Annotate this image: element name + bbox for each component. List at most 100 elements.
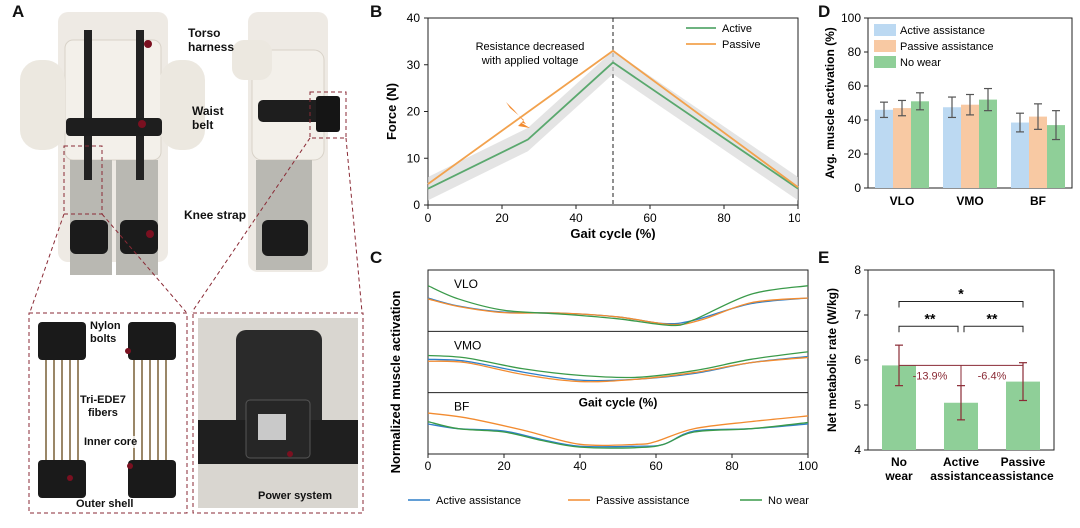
- legend-swatch: [874, 40, 896, 52]
- bar: [943, 107, 961, 188]
- curve-vlo-passive-assistance: [427, 297, 809, 326]
- bar: [911, 101, 929, 188]
- force-chart: 020406080100010203040Gait cycle (%)Force…: [384, 11, 800, 240]
- y-tick-label: 5: [854, 398, 861, 412]
- x-tick-label: 80: [717, 211, 731, 225]
- category-label: VMO: [956, 194, 983, 208]
- annotation-text: with applied voltage: [481, 55, 579, 67]
- callout-torso-harness: Torso harness: [188, 26, 234, 54]
- x-tick-label: 80: [725, 459, 739, 473]
- exosuit-photos: [20, 12, 364, 514]
- x-axis-label: Gait cycle (%): [570, 226, 655, 240]
- panel-label-e: E: [818, 248, 830, 267]
- y-tick-label: 40: [407, 11, 421, 25]
- legend-label: Active: [722, 23, 752, 35]
- callout-text: harness: [188, 40, 235, 54]
- y-tick-label: 100: [841, 11, 861, 25]
- row-label-bf: BF: [454, 400, 469, 414]
- muscle-activation-chart: VLO VMO BF 0 20 40 60 80 100 Gait cycle (%) Normal…: [388, 269, 818, 507]
- significance-bracket: [963, 325, 1024, 333]
- callout-text: Tri-EDE7: [80, 394, 126, 406]
- legend-label: Passive: [722, 39, 761, 51]
- avg-activation-chart: 0 20 40 60 80 100 Avg. muscle activation (%) VL…: [823, 11, 1073, 208]
- significance-marker: *: [958, 286, 964, 302]
- panel-label-b: B: [370, 2, 383, 21]
- curve-vmo-passive-assistance: [427, 356, 809, 383]
- legend-swatch: [874, 56, 896, 68]
- y-tick-label: 0: [854, 181, 861, 195]
- side-view-person: [232, 12, 340, 272]
- callout-waist-belt: Waist belt: [192, 104, 224, 132]
- x-tick-label: 100: [798, 459, 818, 473]
- annotation-text: Resistance decreased: [476, 41, 585, 53]
- legend-label: Passive assistance: [596, 495, 690, 507]
- bar: [875, 109, 893, 188]
- category-label: VLO: [890, 194, 915, 208]
- category-label: assistance: [930, 469, 992, 483]
- legend-label: No wear: [900, 57, 941, 69]
- curve-vlo-no-wear: [427, 285, 809, 327]
- x-tick-label: 20: [497, 459, 511, 473]
- significance-marker: **: [987, 310, 998, 326]
- row-label-vmo: VMO: [454, 338, 481, 352]
- y-axis-label: Normalized muscle activation: [388, 291, 403, 474]
- curve-bf-no-wear: [427, 420, 809, 449]
- x-tick-label: 0: [425, 211, 432, 225]
- callout-outer-shell: Outer shell: [76, 498, 134, 510]
- x-tick-label: 60: [643, 211, 657, 225]
- callout-text: Torso: [188, 26, 221, 40]
- x-tick-label: 0: [425, 459, 432, 473]
- front-view-person: [20, 12, 205, 275]
- legend-label: Active assistance: [900, 25, 985, 37]
- y-axis-label: Net metabolic rate (W/kg): [825, 288, 839, 432]
- decrease-arrow-icon: [506, 102, 530, 128]
- y-tick-label: 60: [848, 79, 862, 93]
- y-axis-label: Force (N): [384, 83, 399, 140]
- category-label: Passive: [1001, 455, 1046, 469]
- callout-text: fibers: [87, 407, 118, 419]
- bar: [1047, 125, 1065, 188]
- bar: [979, 99, 997, 188]
- y-tick-label: 20: [848, 147, 862, 161]
- bar: [893, 108, 911, 188]
- y-tick-label: 20: [407, 105, 421, 119]
- x-tick-label: 100: [788, 211, 800, 225]
- significance-marker: **: [925, 310, 936, 326]
- y-tick-label: 30: [407, 58, 421, 72]
- y-tick-label: 6: [854, 353, 861, 367]
- x-tick-label: 60: [649, 459, 663, 473]
- legend-label: Passive assistance: [900, 41, 994, 53]
- bar: [1029, 116, 1047, 188]
- row-label-vlo: VLO: [454, 277, 478, 291]
- y-tick-label: 10: [407, 151, 421, 165]
- category-label: BF: [1030, 194, 1046, 208]
- callout-text: Nylon: [90, 320, 121, 332]
- callout-inner-core: Inner core: [84, 436, 138, 448]
- y-tick-label: 40: [848, 113, 862, 127]
- y-axis-label: Avg. muscle activation (%): [823, 27, 837, 179]
- curve-bf-active-assistance: [427, 423, 809, 448]
- category-label: No: [891, 455, 907, 469]
- x-tick-label: 40: [569, 211, 583, 225]
- panel-label-c: C: [370, 248, 383, 267]
- callout-fibers: Tri-EDE7 fibers: [80, 394, 126, 420]
- series-line-active: [427, 61, 799, 190]
- category-label: assistance: [992, 469, 1054, 483]
- change-label: -13.9%: [913, 370, 948, 382]
- series-line-passive: [427, 49, 799, 188]
- callout-text: bolts: [90, 333, 117, 345]
- bar: [1011, 122, 1029, 188]
- bar: [961, 104, 979, 188]
- y-tick-label: 80: [848, 45, 862, 59]
- category-label: Active: [943, 455, 979, 469]
- curve-vmo-no-wear: [427, 351, 809, 379]
- y-tick-label: 7: [854, 308, 861, 322]
- legend-label: No wear: [768, 495, 809, 507]
- change-label: -6.4%: [978, 370, 1007, 382]
- callout-text: belt: [192, 118, 214, 132]
- y-tick-label: 4: [854, 443, 861, 457]
- callout-nylon-bolts: Nylon bolts: [90, 320, 121, 346]
- callout-knee-strap: Knee strap: [184, 208, 247, 222]
- x-tick-label: 20: [495, 211, 509, 225]
- y-tick-label: 8: [854, 263, 861, 277]
